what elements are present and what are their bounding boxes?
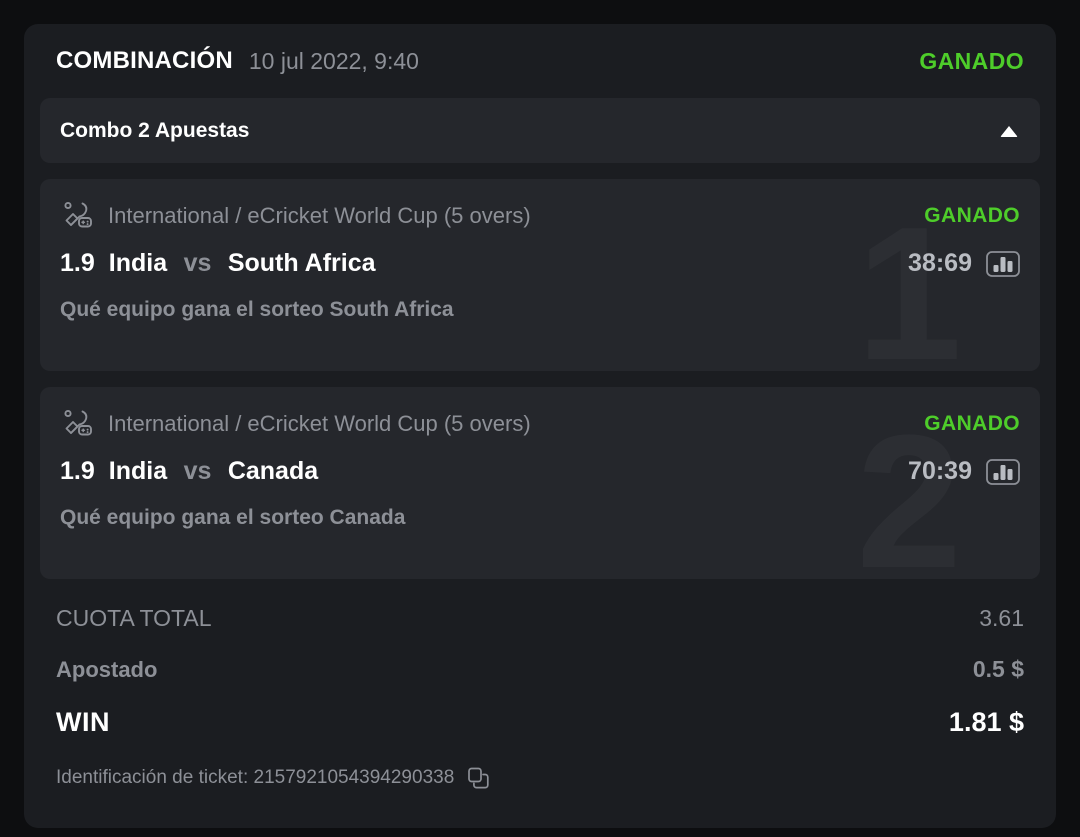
bet-row[interactable]: 1 International / eCricket World Cup (5 … [40,179,1040,371]
league-name: International / eCricket World Cup (5 ov… [108,411,531,436]
bet-odds: 1.9 [60,249,95,277]
bet-odds: 1.9 [60,457,95,485]
match-teams: India vs South Africa [109,249,376,278]
bet-row-middle: 1.9 India vs Canada 70:39 [60,457,1020,486]
bet-date: 10 jul 2022, 9:40 [248,47,419,74]
bet-row[interactable]: 2 International / eCricket World Cup (5 … [40,387,1040,579]
card-header: COMBINACIÓN 10 jul 2022, 9:40 GANADO [40,24,1040,98]
bet-row-middle: 1.9 India vs South Africa 38:69 [60,249,1020,278]
ecricket-gamepad-icon [60,407,94,441]
bet-slip-card: COMBINACIÓN 10 jul 2022, 9:40 GANADO Com… [24,24,1056,828]
stake-line: Apostado 0.5 $ [56,656,1024,683]
bet-index-watermark: 2 [856,421,962,579]
match-score: 38:69 [908,249,972,277]
bar-chart-icon[interactable] [986,458,1020,485]
bet-index-watermark: 1 [856,213,962,371]
total-odds-line: CUOTA TOTAL 3.61 [56,605,1024,632]
bar-chart-icon[interactable] [986,250,1020,277]
bet-market: Qué equipo gana el sorteo Canada [60,506,406,529]
chevron-up-icon[interactable] [998,120,1020,142]
vs-separator: vs [183,249,212,277]
combo-label: Combo 2 Apuestas [60,118,250,142]
team-away: South Africa [227,249,376,277]
bet-summary-footer: CUOTA TOTAL 3.61 Apostado 0.5 $ WIN 1.81… [40,605,1040,790]
bet-status-badge: GANADO [924,204,1020,227]
combo-toggle-bar[interactable]: Combo 2 Apuestas [40,98,1040,163]
score-area: 70:39 [908,457,1020,486]
ticket-id-text: Identificación de ticket: 21579210543942… [56,767,455,788]
total-odds-label: CUOTA TOTAL [56,605,212,631]
team-home: India [108,457,168,485]
bet-row-top: International / eCricket World Cup (5 ov… [60,407,1020,441]
league-name: International / eCricket World Cup (5 ov… [108,203,531,228]
copy-icon[interactable] [466,766,490,790]
win-value: 1.81 $ [948,707,1024,737]
stake-value: 0.5 $ [972,656,1024,682]
stake-label: Apostado [56,657,158,682]
page-title: COMBINACIÓN [56,47,233,74]
status-badge: GANADO [919,47,1024,74]
match-teams: India vs Canada [109,457,318,486]
win-label: WIN [56,707,110,737]
bet-row-top: International / eCricket World Cup (5 ov… [60,199,1020,233]
bet-status-badge: GANADO [924,412,1020,435]
team-home: India [108,249,168,277]
match-score: 70:39 [908,457,972,485]
bet-market: Qué equipo gana el sorteo South Africa [60,298,454,321]
total-odds-value: 3.61 [979,605,1024,631]
score-area: 38:69 [908,249,1020,278]
ecricket-gamepad-icon [60,199,94,233]
vs-separator: vs [183,457,212,485]
win-line: WIN 1.81 $ [56,707,1024,738]
ticket-id-row: Identificación de ticket: 21579210543942… [56,766,1024,790]
team-away: Canada [227,457,319,485]
